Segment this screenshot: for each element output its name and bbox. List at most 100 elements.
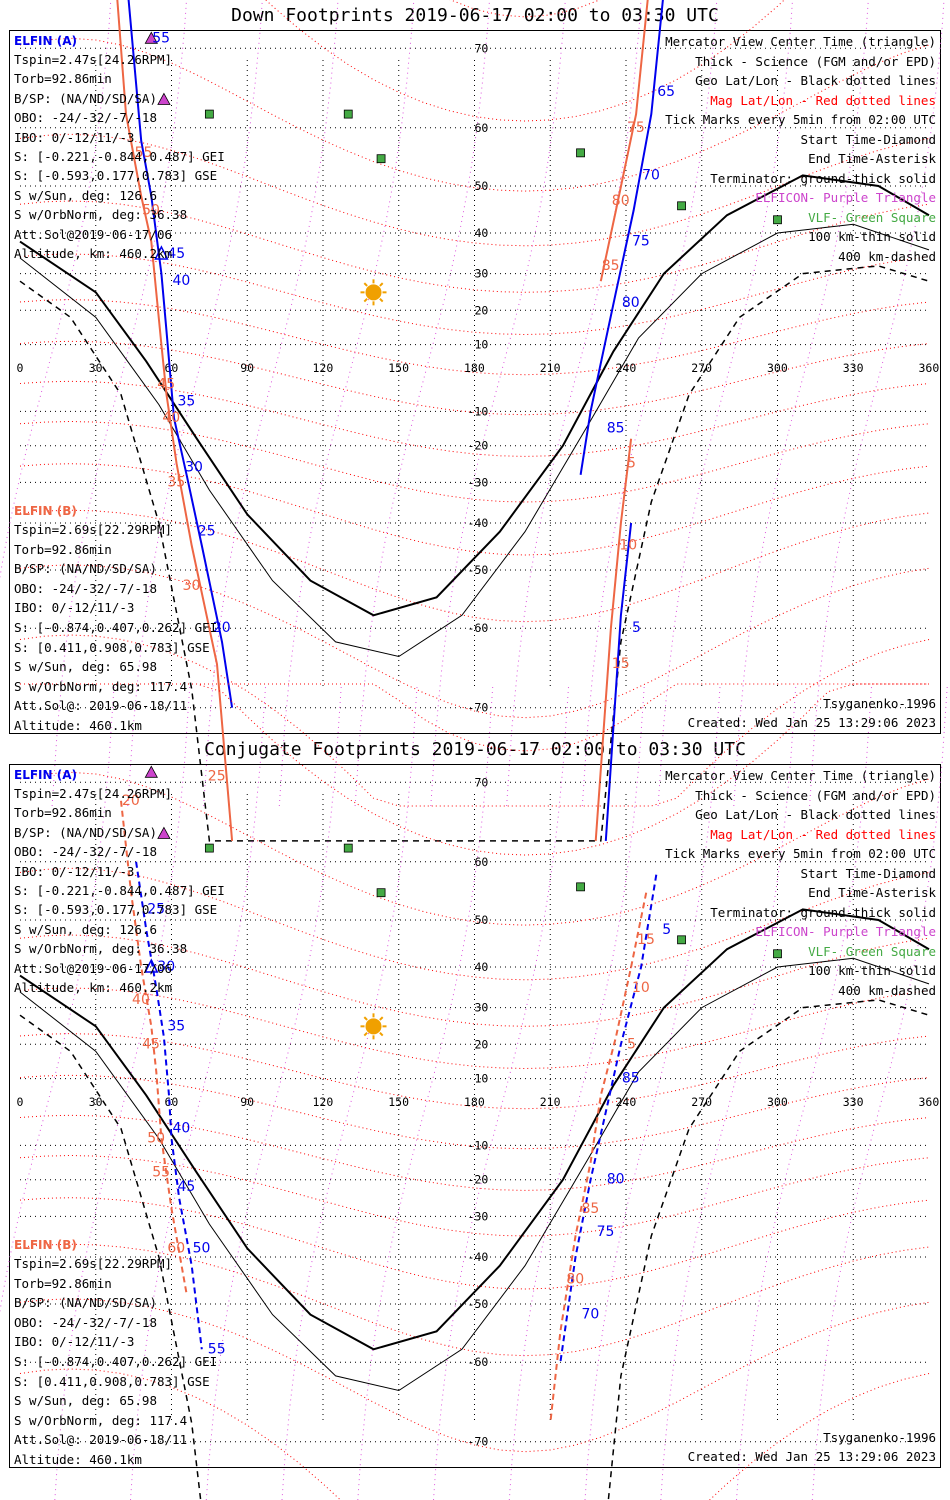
elfin-b-info-line: Tspin=2.69s[22.29RPM] bbox=[14, 1256, 173, 1271]
lat-tick-label: 50 bbox=[475, 179, 489, 193]
lat-tick-label: -70 bbox=[468, 1435, 489, 1449]
elfin-b-info-line: S w/OrbNorm, deg: 117.4 bbox=[14, 1412, 188, 1428]
mag-parallel bbox=[19, 1154, 930, 1237]
lon-tick-label: 120 bbox=[313, 361, 334, 375]
elfin-b-tick-label: 75 bbox=[627, 120, 645, 136]
lon-tick-label: 60 bbox=[165, 361, 179, 375]
lon-tick-label: 150 bbox=[388, 361, 409, 375]
lon-tick-label: 330 bbox=[843, 1095, 864, 1109]
legend-entry: Mag Lat/Lon - Red dotted lines bbox=[710, 92, 936, 108]
legend-entry: Thick - Science (FGM and/or EPD) bbox=[695, 787, 936, 803]
mag-parallel bbox=[265, 0, 785, 122]
lon-tick-label: 210 bbox=[540, 361, 561, 375]
mag-parallel bbox=[19, 340, 930, 416]
lat-tick-label: -20 bbox=[468, 1173, 489, 1187]
terminator-100km bbox=[19, 223, 930, 658]
elfin-a-info-line: B/SP: (NA/ND/SD/SA) bbox=[14, 824, 157, 840]
lat-tick-label: 40 bbox=[475, 960, 489, 974]
elfin-b-tick-label: 10 bbox=[632, 980, 650, 996]
mag-meridian bbox=[508, 683, 645, 1500]
vlf-station-marker bbox=[576, 148, 585, 158]
elfin-b-info-line: S w/OrbNorm, deg: 117.4 bbox=[14, 678, 188, 694]
elficon-marker bbox=[144, 31, 158, 44]
elfin-b-info-line: Torb=92.86min bbox=[14, 1275, 112, 1291]
elfin-b-tick-label: 55 bbox=[152, 1165, 170, 1181]
elficon-marker bbox=[157, 92, 171, 105]
elfin-b-tick-label: 80 bbox=[566, 1271, 584, 1287]
elfin-b-tick-label: 45 bbox=[157, 377, 175, 393]
elfin-b-tick-label: 50 bbox=[142, 203, 160, 219]
mag-meridian bbox=[203, 0, 339, 807]
mag-meridian bbox=[506, 0, 642, 807]
sun-ray bbox=[379, 282, 384, 287]
lat-tick-label: -50 bbox=[468, 1297, 489, 1311]
mag-parallel bbox=[19, 987, 930, 1070]
legend-entry: Start Time-Diamond bbox=[800, 865, 936, 881]
vlf-station-marker bbox=[343, 109, 353, 119]
elfin-a-tick-label: 40 bbox=[172, 273, 190, 289]
legend-entry: End Time-Asterisk bbox=[808, 151, 936, 166]
lat-tick-label: -60 bbox=[468, 621, 489, 635]
mag-parallel bbox=[19, 299, 930, 376]
lat-tick-label: 70 bbox=[475, 41, 489, 55]
elfin-a-tick-label: 5 bbox=[632, 620, 641, 636]
legend-entry: Tick Marks every 5min from 02:00 UTC bbox=[665, 846, 936, 861]
lon-tick-label: 30 bbox=[89, 361, 103, 375]
sun-ray bbox=[379, 1016, 384, 1021]
mag-parallel bbox=[19, 1298, 930, 1453]
elfin-a-tick-label: 70 bbox=[642, 167, 660, 183]
terminator-400km bbox=[19, 999, 930, 1500]
vlf-station-marker bbox=[576, 882, 585, 892]
mag-parallel bbox=[19, 564, 930, 719]
elfin-a-tick-label: 20 bbox=[213, 620, 231, 636]
sun-ray bbox=[379, 297, 384, 303]
lat-tick-label: -50 bbox=[468, 563, 489, 577]
lat-tick-label: 40 bbox=[475, 226, 489, 240]
elfin-a-tick-label: 30 bbox=[157, 959, 175, 975]
mag-meridian bbox=[430, 0, 566, 807]
legend-entry: Terminator: ground-thick solid bbox=[710, 170, 936, 186]
elfin-b-tick-label: 15 bbox=[612, 656, 630, 672]
down-footprint-plot bbox=[9, 30, 941, 734]
lat-tick-label: -60 bbox=[468, 1355, 489, 1369]
elfin-a-info-line: OBO: -24/-32/-7/-18 bbox=[14, 110, 157, 126]
terminator-400km bbox=[19, 265, 930, 842]
model-label: Tsyganenko-1996 bbox=[823, 696, 936, 711]
legend-entry: 100 km-thin solid bbox=[808, 229, 936, 244]
elfin-a-footprint-track bbox=[579, 0, 664, 475]
terminator-100km bbox=[19, 957, 930, 1392]
elfin-b-info-line: S: [-0.874,0.407,0.262] GEI bbox=[14, 620, 218, 635]
elfin-b-tick-label: 45 bbox=[142, 1036, 160, 1052]
mag-parallel bbox=[19, 1033, 930, 1110]
mag-parallel bbox=[19, 1243, 930, 1357]
lon-tick-label: 150 bbox=[388, 1095, 409, 1109]
legend-entry: Thick - Science (FGM and/or EPD) bbox=[695, 53, 936, 69]
elfin-b-info-line: OBO: -24/-32/-7/-18 bbox=[14, 1314, 157, 1330]
elfin-b-info-line: B/SP: (NA/ND/SD/SA) bbox=[14, 561, 157, 577]
elfin-b-footprint-track bbox=[594, 438, 633, 841]
mag-parallel bbox=[19, 420, 930, 503]
elfin-b-tick-label: 35 bbox=[167, 474, 185, 490]
elfin-b-tick-label: 25 bbox=[208, 768, 226, 784]
lon-tick-label: 0 bbox=[17, 1095, 24, 1109]
lon-tick-label: 180 bbox=[464, 1095, 485, 1109]
elfin-b-info-line: Torb=92.86min bbox=[14, 541, 112, 557]
vlf-station-marker bbox=[376, 888, 386, 898]
elfin-a-footprint-track bbox=[559, 874, 658, 1363]
elfin-a-footprint-track bbox=[135, 861, 203, 1350]
legend-entry: VLF- Green Square bbox=[808, 209, 936, 225]
elfin-b-info-line: Att.Sol@: 2019-06-18/11 bbox=[14, 698, 188, 714]
elfin-b-tick-label: 60 bbox=[167, 1240, 185, 1256]
lat-tick-label: 20 bbox=[475, 1037, 489, 1051]
mag-parallel bbox=[19, 509, 930, 623]
lat-tick-label: -30 bbox=[468, 475, 489, 489]
legend-entry: 400 km-dashed bbox=[838, 982, 936, 998]
elfin-b-tick-label: 40 bbox=[132, 992, 150, 1008]
elfin-b-footprint-track bbox=[120, 800, 188, 1295]
elfin-a-tick-label: 65 bbox=[657, 84, 675, 100]
elfin-a-tick-label: 45 bbox=[167, 246, 185, 262]
elfin-a-tick-label: 30 bbox=[185, 459, 203, 475]
elfin-b-tick-label: 55 bbox=[135, 145, 153, 161]
elfin-a-tick-label: 75 bbox=[632, 234, 650, 250]
